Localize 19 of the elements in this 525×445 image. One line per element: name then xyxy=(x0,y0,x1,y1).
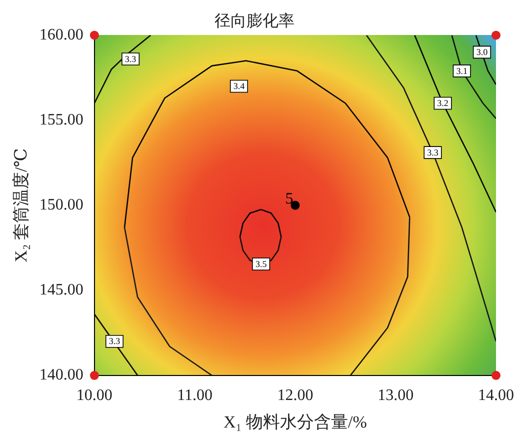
x-tick-label: 12.00 xyxy=(277,387,314,404)
x-tick-label: 11.00 xyxy=(177,387,213,404)
y-axis-title: X₂ 套筒温度/℃ xyxy=(12,148,31,262)
annotation: 5 xyxy=(285,190,294,208)
x-tick-label: 10.00 xyxy=(76,387,112,404)
x-tick-label: 13.00 xyxy=(378,387,414,404)
annotation: 3.4 xyxy=(233,81,246,92)
annotation: 3.2 xyxy=(437,98,448,108)
chart-title: 径向膨化率 xyxy=(214,12,294,30)
x-tick-label: 14.00 xyxy=(478,387,514,404)
annotation: 3.3 xyxy=(124,54,137,64)
y-tick-label: 150.00 xyxy=(39,196,84,214)
y-tick-label: 145.00 xyxy=(39,282,84,299)
y-tick-label: 140.00 xyxy=(39,366,84,384)
x-axis-title: X₁ 物料水分含量/% xyxy=(224,412,367,432)
annotation: 3.3 xyxy=(108,336,121,346)
y-tick-label: 160.00 xyxy=(39,26,84,44)
y-tick-label: 155.00 xyxy=(39,111,84,128)
annotation: 3.0 xyxy=(476,47,488,58)
